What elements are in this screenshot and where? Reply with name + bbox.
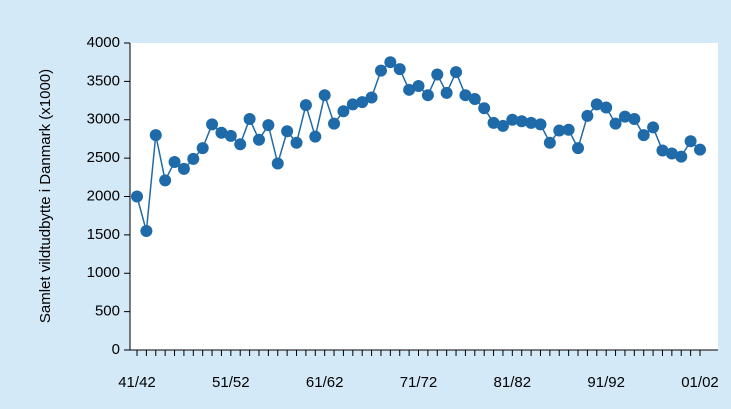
data-point [290, 136, 303, 149]
data-point [234, 138, 247, 151]
data-point [572, 142, 585, 155]
data-point [656, 144, 669, 157]
data-point [271, 157, 284, 170]
data-point [487, 116, 500, 129]
data-point [318, 89, 331, 102]
x-tick-label: 91/92 [587, 374, 625, 391]
x-tick-label: 51/52 [212, 374, 250, 391]
data-point [440, 86, 453, 99]
data-point [215, 126, 228, 139]
data-point [609, 117, 622, 130]
y-tick-label: 500 [95, 303, 120, 320]
data-point [393, 63, 406, 76]
y-tick-label: 3000 [87, 111, 120, 128]
data-point [431, 68, 444, 81]
y-tick-label: 1000 [87, 264, 120, 281]
data-point [159, 174, 172, 187]
data-point [346, 98, 359, 111]
data-point [478, 102, 491, 115]
data-point [131, 190, 143, 203]
data-point [281, 125, 294, 138]
y-axis-label: Samlet vildtudbytte i Danmark (x1000) [37, 69, 54, 323]
y-tick-label: 3500 [87, 72, 120, 89]
data-point [496, 119, 509, 132]
data-point [562, 123, 575, 136]
y-tick-label: 4000 [87, 34, 120, 51]
data-point [140, 225, 153, 238]
y-tick-label: 2000 [87, 187, 120, 204]
x-tick-label: 01/02 [681, 374, 719, 391]
data-point [403, 83, 416, 96]
x-tick-label: 71/72 [400, 374, 438, 391]
data-point [224, 129, 237, 142]
data-point [421, 89, 434, 102]
data-point [534, 118, 547, 131]
data-point [515, 115, 528, 128]
data-point [243, 112, 256, 125]
data-point [675, 150, 688, 163]
data-point [506, 113, 519, 126]
data-point [543, 136, 556, 149]
data-point [684, 135, 697, 148]
plot-area [130, 43, 718, 350]
data-point [196, 142, 209, 155]
data-point [450, 66, 463, 79]
data-point [206, 118, 219, 131]
data-point [694, 143, 706, 156]
data-point [374, 64, 387, 77]
data-point [459, 89, 472, 102]
data-point [149, 129, 162, 142]
y-tick-label: 0 [112, 341, 120, 358]
data-point [337, 105, 350, 118]
data-point [384, 56, 397, 69]
data-point [309, 130, 322, 143]
data-point [618, 110, 631, 123]
data-point [525, 116, 538, 129]
data-point [412, 79, 425, 92]
data-point [590, 98, 603, 111]
y-tick-label: 2500 [87, 149, 120, 166]
data-point [581, 109, 594, 122]
data-point [553, 124, 566, 137]
data-point [628, 112, 641, 125]
data-point [647, 121, 660, 134]
x-tick-label: 41/42 [118, 374, 156, 391]
data-point [468, 93, 481, 106]
data-point [187, 152, 200, 165]
x-tick-label: 61/62 [306, 374, 344, 391]
data-point [356, 96, 369, 109]
data-point [252, 133, 265, 146]
data-point [168, 155, 181, 168]
data-point [262, 119, 275, 132]
y-tick-label: 1500 [87, 226, 120, 243]
x-tick-label: 81/82 [494, 374, 532, 391]
data-point [177, 162, 190, 175]
data-point [600, 101, 613, 114]
data-point [665, 147, 678, 160]
data-point [328, 117, 341, 130]
data-point [299, 99, 312, 112]
data-point [637, 129, 650, 142]
data-point [365, 91, 378, 104]
